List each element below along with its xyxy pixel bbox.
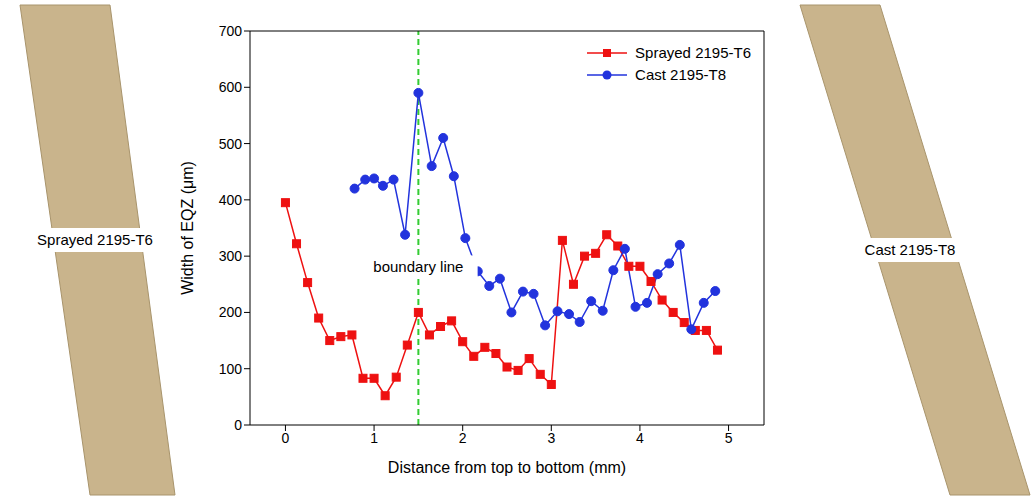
svg-text:0: 0: [234, 417, 242, 433]
html-text:Cast 2195-T8: Cast 2195-T8: [635, 66, 726, 83]
svg-text:Sprayed 2195-T6: Sprayed 2195-T6: [37, 231, 153, 248]
svg-text:200: 200: [219, 304, 243, 320]
svg-text:boundary line: boundary line: [373, 258, 463, 275]
svg-text:600: 600: [219, 79, 243, 95]
svg-text:400: 400: [219, 192, 243, 208]
svg-text:4: 4: [636, 430, 644, 446]
svg-text:Width of EQZ (μm): Width of EQZ (μm): [180, 161, 196, 295]
svg-text:500: 500: [219, 136, 243, 152]
svg-text:700: 700: [219, 23, 243, 39]
svg-text:0: 0: [282, 430, 290, 446]
svg-text:300: 300: [219, 248, 243, 264]
svg-text:100: 100: [219, 361, 243, 377]
html-text:Sprayed 2195-T6: Sprayed 2195-T6: [635, 44, 751, 61]
svg-text:3: 3: [547, 430, 555, 446]
svg-text:Distance from top to bottom (m: Distance from top to bottom (mm): [388, 459, 626, 476]
svg-text:2: 2: [459, 430, 467, 446]
svg-text:5: 5: [725, 430, 733, 446]
svg-text:1: 1: [370, 430, 378, 446]
svg-text:Cast 2195-T8: Cast 2195-T8: [865, 241, 956, 258]
